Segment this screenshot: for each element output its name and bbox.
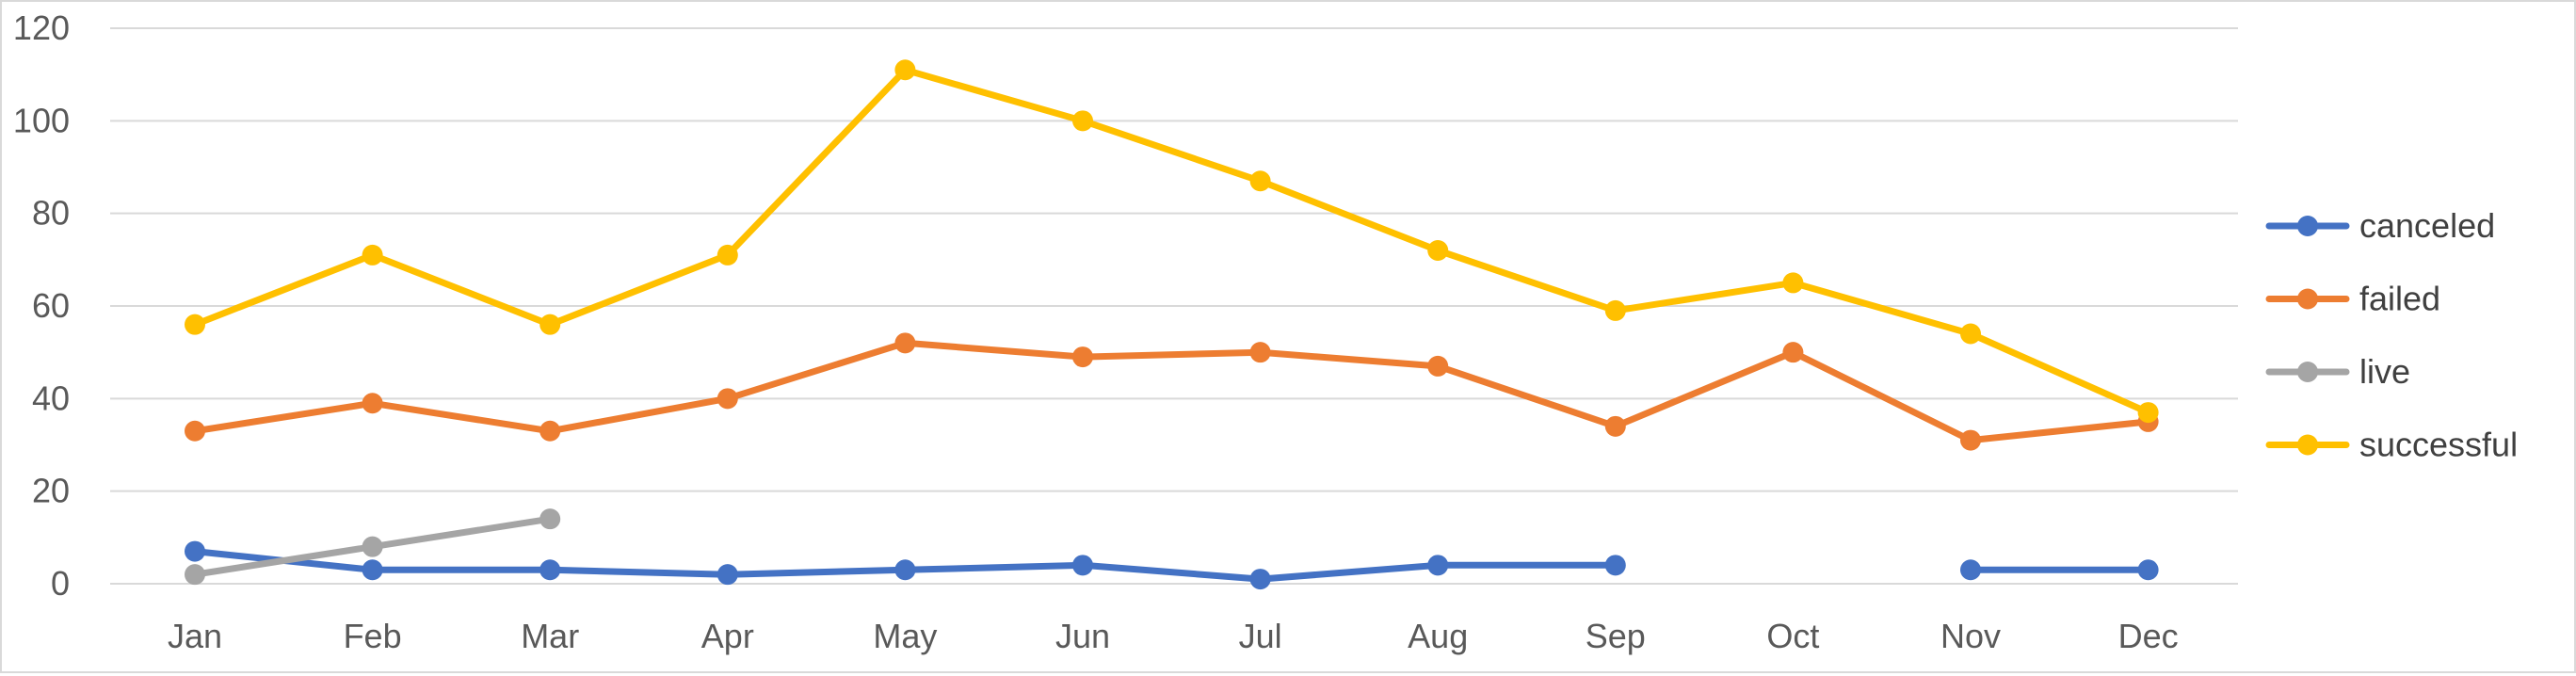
x-tick-label-jan: Jan — [168, 617, 222, 655]
legend-item-canceled: canceled — [2265, 206, 2495, 245]
legend-label-failed: failed — [2359, 280, 2440, 318]
legend: canceled failed live successful — [2265, 206, 2518, 464]
point-failed-mar — [539, 420, 561, 442]
x-tick-label-dec: Dec — [2118, 617, 2179, 655]
x-tick-label-apr: Apr — [701, 617, 754, 655]
point-canceled-jan — [185, 540, 205, 562]
point-successful-feb — [362, 244, 383, 266]
y-tick-label-60: 60 — [32, 286, 70, 325]
legend-item-successful: successful — [2265, 426, 2518, 464]
point-successful-apr — [716, 244, 738, 266]
point-successful-nov — [1960, 323, 1981, 345]
point-canceled-sep — [1604, 555, 1626, 576]
y-tick-label-80: 80 — [32, 194, 70, 233]
y-axis-tick-labels: 0 20 40 60 80 100 120 — [13, 8, 70, 603]
point-failed-jan — [185, 420, 205, 442]
point-canceled-feb — [362, 559, 383, 581]
x-axis-tick-labels: Jan Feb Mar Apr May Jun Jul Aug Sep Oct Nov Dec — [168, 617, 2179, 655]
x-tick-label-aug: Aug — [1408, 617, 1468, 655]
legend-swatch-marker-failed — [2297, 288, 2318, 310]
point-successful-mar — [539, 314, 561, 335]
point-live-mar — [539, 508, 561, 530]
point-canceled-aug — [1427, 555, 1449, 576]
gridlines — [110, 27, 2238, 585]
point-canceled-jul — [1249, 569, 1271, 590]
point-successful-sep — [1604, 299, 1626, 321]
point-failed-aug — [1427, 355, 1449, 377]
y-tick-label-20: 20 — [32, 472, 70, 510]
point-successful-aug — [1427, 240, 1449, 261]
x-tick-label-may: May — [873, 617, 937, 655]
point-canceled-nov — [1960, 559, 1981, 581]
point-canceled-jun — [1072, 555, 1093, 576]
point-successful-jun — [1072, 110, 1093, 132]
series-successful — [185, 59, 2159, 424]
point-failed-apr — [716, 388, 738, 410]
legend-item-failed: failed — [2265, 280, 2440, 318]
legend-label-successful: successful — [2359, 426, 2518, 464]
y-tick-label-100: 100 — [13, 101, 70, 139]
point-canceled-apr — [716, 564, 738, 586]
point-failed-feb — [362, 393, 383, 414]
x-tick-label-jul: Jul — [1239, 617, 1282, 655]
series-failed — [185, 332, 2159, 451]
point-failed-nov — [1960, 429, 1981, 451]
point-failed-jul — [1249, 342, 1271, 363]
point-successful-oct — [1782, 272, 1804, 294]
point-live-feb — [362, 536, 383, 557]
legend-label-canceled: canceled — [2359, 206, 2495, 245]
point-live-jan — [185, 564, 205, 586]
x-tick-label-oct: Oct — [1766, 617, 1819, 655]
legend-item-live: live — [2265, 352, 2410, 391]
series-line-successful-0 — [191, 66, 2152, 416]
legend-swatch-marker-successful — [2297, 434, 2318, 456]
legend-swatch-marker-canceled — [2297, 216, 2318, 236]
series-canceled — [185, 540, 2159, 590]
point-failed-oct — [1782, 342, 1804, 363]
x-tick-label-feb: Feb — [344, 617, 402, 655]
series-lines — [185, 59, 2159, 590]
point-successful-jan — [185, 314, 205, 335]
point-successful-dec — [2137, 402, 2159, 424]
point-canceled-mar — [539, 559, 561, 581]
y-tick-label-0: 0 — [51, 564, 70, 603]
x-tick-label-mar: Mar — [521, 617, 579, 655]
point-successful-jul — [1249, 170, 1271, 192]
point-failed-may — [894, 332, 916, 354]
series-live — [185, 508, 561, 586]
point-canceled-may — [894, 559, 916, 581]
series-line-failed-0 — [191, 339, 2152, 444]
y-tick-label-120: 120 — [13, 8, 70, 47]
x-tick-label-nov: Nov — [1940, 617, 2001, 655]
point-failed-jun — [1072, 346, 1093, 368]
point-canceled-dec — [2137, 559, 2159, 581]
x-tick-label-sep: Sep — [1586, 617, 1646, 655]
legend-label-live: live — [2359, 352, 2410, 391]
point-successful-may — [894, 59, 916, 81]
legend-swatch-marker-live — [2297, 362, 2318, 382]
point-failed-sep — [1604, 415, 1626, 437]
x-tick-label-jun: Jun — [1055, 617, 1110, 655]
y-tick-label-40: 40 — [32, 378, 70, 417]
